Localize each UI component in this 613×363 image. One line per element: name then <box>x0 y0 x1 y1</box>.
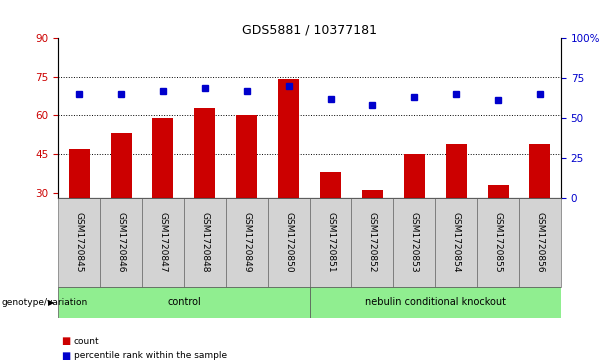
Text: GSM1720856: GSM1720856 <box>535 212 544 273</box>
Bar <box>477 198 519 287</box>
Text: GSM1720847: GSM1720847 <box>158 212 167 273</box>
Text: GSM1720845: GSM1720845 <box>75 212 84 273</box>
Bar <box>100 198 142 287</box>
Text: GSM1720854: GSM1720854 <box>452 212 461 273</box>
Text: GSM1720855: GSM1720855 <box>493 212 503 273</box>
Bar <box>236 115 257 198</box>
Bar <box>278 79 299 198</box>
Bar <box>530 144 550 198</box>
Text: percentile rank within the sample: percentile rank within the sample <box>74 351 227 360</box>
Bar <box>268 198 310 287</box>
Bar <box>394 198 435 287</box>
Bar <box>58 287 310 318</box>
Bar <box>110 134 132 198</box>
Bar <box>58 198 100 287</box>
Bar <box>184 198 226 287</box>
Title: GDS5881 / 10377181: GDS5881 / 10377181 <box>242 24 377 37</box>
Bar <box>435 198 477 287</box>
Text: count: count <box>74 337 99 346</box>
Text: GSM1720849: GSM1720849 <box>242 212 251 273</box>
Text: ▶: ▶ <box>48 298 54 307</box>
Text: genotype/variation: genotype/variation <box>2 298 88 307</box>
Text: GSM1720853: GSM1720853 <box>409 212 419 273</box>
Bar <box>310 287 561 318</box>
Bar <box>320 172 341 198</box>
Text: GSM1720852: GSM1720852 <box>368 212 377 273</box>
Bar <box>153 118 173 198</box>
Text: GSM1720851: GSM1720851 <box>326 212 335 273</box>
Text: nebulin conditional knockout: nebulin conditional knockout <box>365 297 506 307</box>
Bar <box>142 198 184 287</box>
Bar <box>226 198 268 287</box>
Text: GSM1720850: GSM1720850 <box>284 212 293 273</box>
Text: ■: ■ <box>61 351 70 361</box>
Bar <box>351 198 394 287</box>
Bar <box>487 185 509 198</box>
Text: ■: ■ <box>61 336 70 346</box>
Text: control: control <box>167 297 201 307</box>
Bar <box>194 108 215 198</box>
Bar <box>69 149 89 198</box>
Bar <box>446 144 466 198</box>
Bar <box>404 154 425 198</box>
Text: GSM1720846: GSM1720846 <box>116 212 126 273</box>
Text: GSM1720848: GSM1720848 <box>200 212 210 273</box>
Bar <box>362 190 383 198</box>
Bar <box>519 198 561 287</box>
Bar <box>310 198 351 287</box>
